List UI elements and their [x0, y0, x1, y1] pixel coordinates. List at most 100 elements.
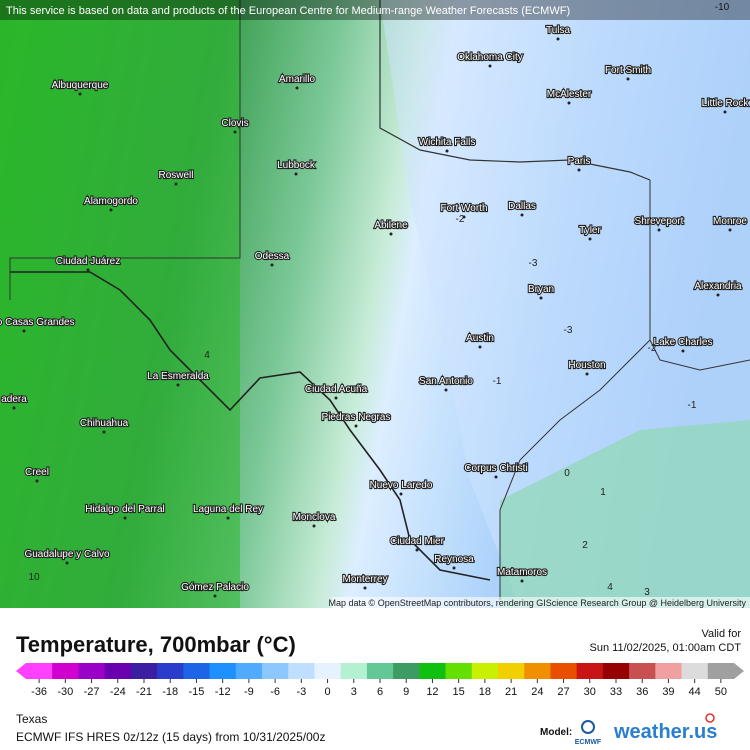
city-label: Ciudad Juárez — [56, 256, 120, 267]
city-label: Piedras Negras — [322, 412, 391, 423]
city-dot — [488, 64, 492, 68]
ecmwf-icon — [581, 720, 595, 734]
notice: This service is based on data and produc… — [6, 5, 570, 17]
city-dot — [681, 349, 685, 353]
city-dot — [233, 130, 237, 134]
city-dot — [556, 37, 560, 41]
contour-label: -1 — [688, 400, 697, 411]
colorbar-tick-label: -24 — [110, 686, 126, 698]
city-label: Monclova — [293, 512, 336, 523]
colorbar-tick-label: -30 — [57, 686, 73, 698]
city-label: Little Rock — [702, 98, 750, 109]
colorbar-tick-label: -18 — [162, 686, 178, 698]
colorbar-tick-label: 21 — [505, 686, 517, 698]
credit: Map data © OpenStreetMap contributors, r… — [329, 598, 747, 608]
valid-time: Sun 11/02/2025, 01:00am CDT — [590, 642, 742, 654]
city-dot — [415, 548, 419, 552]
city-dot — [577, 168, 581, 172]
colorbar-tick-label: -15 — [188, 686, 204, 698]
colorbar-tick-label: -12 — [215, 686, 231, 698]
city-dot — [213, 594, 217, 598]
city-label: Laguna del Rey — [193, 504, 263, 515]
city-dot — [445, 149, 449, 153]
city-label: Tulsa — [546, 25, 571, 36]
city-label: Paris — [568, 156, 591, 167]
contour-label: 3 — [644, 587, 650, 598]
city-dot — [539, 296, 543, 300]
colorbar-swatch — [262, 663, 289, 679]
city-label: Fort Smith — [605, 65, 651, 76]
colorbar-tick-label: 9 — [403, 686, 409, 698]
city-label: San Antonio — [419, 376, 473, 387]
city-label: Austin — [466, 333, 494, 344]
city-dot — [478, 345, 482, 349]
city-dot — [22, 329, 26, 333]
colorbar-tick-label: 24 — [531, 686, 543, 698]
city-dot — [78, 92, 82, 96]
city-dot — [174, 182, 178, 186]
contour-label: -3 — [529, 258, 538, 269]
colorbar-swatch — [104, 663, 132, 679]
colorbar-tick-label: 18 — [479, 686, 491, 698]
city-labels: Tulsa Oklahoma City Fort Smith McAlester Lit… — [0, 24, 750, 598]
colorbar-tick-label: -3 — [296, 686, 306, 698]
colorbar-tick-label: 50 — [715, 686, 727, 698]
contour-label: 4 — [204, 350, 210, 361]
contour-label: 10 — [28, 572, 40, 583]
colorbar-tick-label: -36 — [31, 686, 47, 698]
city-dot — [354, 424, 358, 428]
city-dot — [585, 372, 589, 376]
city-label: Lake Charles — [654, 337, 713, 348]
city-label: Reynosa — [434, 554, 474, 565]
state-border — [9, 0, 241, 300]
city-label: Shreveport — [635, 216, 684, 227]
city-dot — [399, 492, 403, 496]
city-dot — [109, 208, 113, 212]
city-label: Odessa — [255, 251, 290, 262]
city-label: Wichita Falls — [419, 137, 476, 148]
colorbar-swatch — [419, 663, 447, 679]
colorbar-tick-label: 27 — [557, 686, 569, 698]
colorbar-arrow — [734, 663, 744, 679]
colorbar-tick-label: 6 — [377, 686, 383, 698]
brand-icon — [705, 713, 715, 723]
colorbar-swatch — [235, 663, 263, 679]
colorbar-swatch — [130, 663, 158, 679]
international-border — [10, 271, 491, 581]
city-label: Monroe — [713, 216, 747, 227]
model-logo: ECMWF — [575, 739, 602, 746]
city-dot — [65, 561, 69, 565]
city-label: Guadalupe y Calvo — [24, 549, 109, 560]
city-dot — [123, 516, 127, 520]
city-label: Nuevo Laredo — [370, 480, 433, 491]
colorbar-swatch — [498, 663, 525, 679]
colorbar-swatch — [393, 663, 420, 679]
city-label: Alamogordo — [84, 196, 138, 207]
valid-label: Valid for — [701, 628, 741, 640]
gulf-region — [500, 420, 750, 608]
city-label: McAlester — [547, 89, 592, 100]
colorbar-swatch — [52, 663, 79, 679]
city-label: Gómez Palacio — [181, 582, 249, 593]
contour-label: -1 — [493, 376, 502, 387]
colorbar-swatch — [471, 663, 499, 679]
colorbar-swatch — [209, 663, 237, 679]
contour-label: 0 — [564, 468, 570, 479]
colorbar-swatch — [629, 663, 656, 679]
city-dot — [86, 268, 90, 272]
city-dot — [176, 383, 180, 387]
contour-label: -2 — [648, 343, 657, 354]
city-dot — [389, 232, 393, 236]
city-dot — [728, 228, 732, 232]
colorbar-swatch — [340, 663, 368, 679]
colorbar-swatch — [183, 663, 211, 679]
city-dot — [312, 524, 316, 528]
colorbar-tick-label: 39 — [662, 686, 674, 698]
city-dot — [444, 388, 448, 392]
colorbar-tick-label: -6 — [270, 686, 280, 698]
city-label: Monterrey — [342, 574, 387, 585]
colorbar-tick-label: 3 — [351, 686, 357, 698]
notice-bar — [0, 0, 750, 20]
city-dot — [334, 396, 338, 400]
